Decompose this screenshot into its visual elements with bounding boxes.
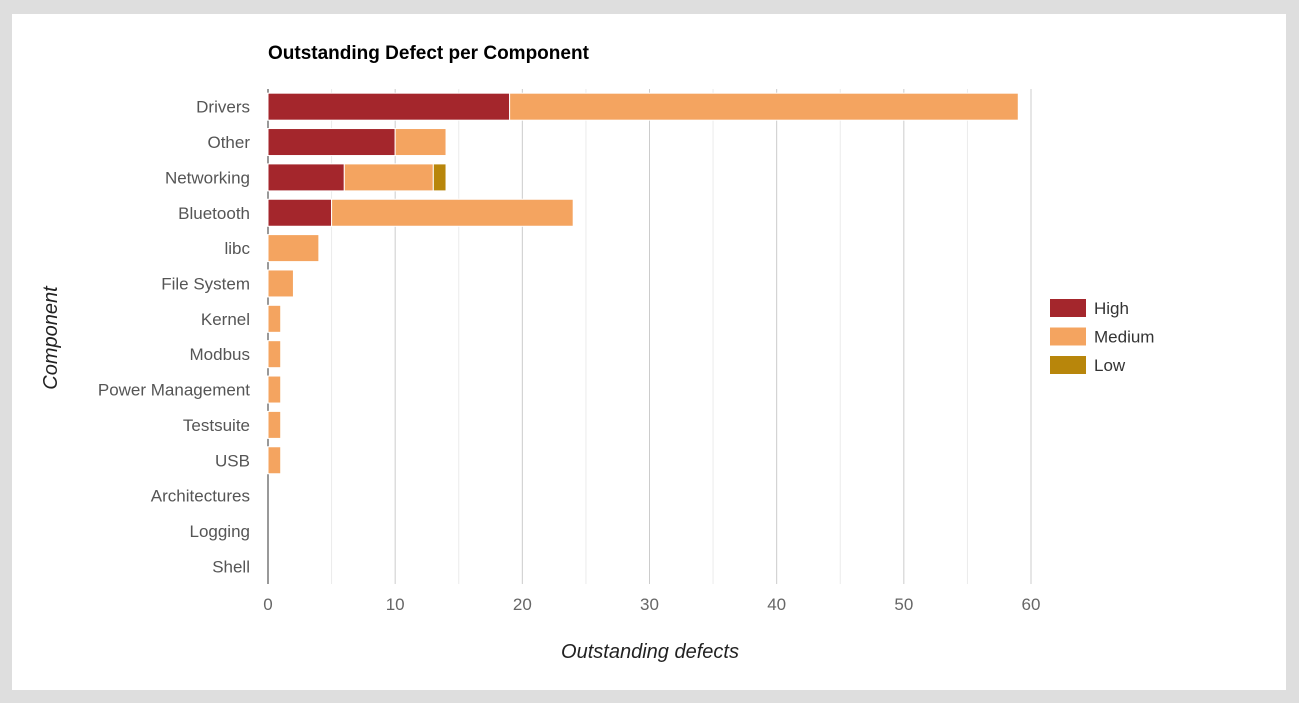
x-tick-label: 50 <box>894 595 913 614</box>
bar-segment-low[interactable] <box>432 163 447 192</box>
y-category-label: USB <box>215 451 250 470</box>
grid-lines <box>267 89 1032 584</box>
y-category-label: libc <box>224 239 250 258</box>
x-tick-label: 30 <box>640 595 659 614</box>
y-category-label: Shell <box>212 557 250 576</box>
y-category-label: Power Management <box>98 381 250 400</box>
bar-segment-medium[interactable] <box>267 304 282 333</box>
bars <box>267 92 1019 475</box>
legend-label-low[interactable]: Low <box>1094 356 1126 375</box>
legend-swatch-high <box>1050 299 1086 317</box>
x-tick-label: 0 <box>263 595 272 614</box>
bar-segment-medium[interactable] <box>267 410 282 439</box>
bar-segment-high[interactable] <box>267 163 345 192</box>
bar-segment-high[interactable] <box>267 128 396 157</box>
legend-swatch-medium <box>1050 327 1086 346</box>
x-tick-label: 10 <box>386 595 405 614</box>
y-category-label: File System <box>161 274 250 293</box>
y-axis-title: Component <box>40 285 62 390</box>
bar-segment-medium[interactable] <box>267 446 282 475</box>
y-category-label: Modbus <box>190 345 250 364</box>
bar-segment-medium[interactable] <box>343 163 434 192</box>
y-category-label: Logging <box>189 522 250 541</box>
y-category-label: Kernel <box>201 310 250 329</box>
legend-label-medium[interactable]: Medium <box>1094 328 1154 347</box>
bar-segment-medium[interactable] <box>509 92 1019 121</box>
bar-segment-high[interactable] <box>267 198 333 227</box>
x-axis-title: Outstanding defects <box>561 641 739 663</box>
x-tick-label: 40 <box>767 595 786 614</box>
x-tick-label: 60 <box>1022 595 1041 614</box>
y-category-label: Testsuite <box>183 416 250 435</box>
legend-label-high[interactable]: High <box>1094 299 1129 318</box>
y-category-label: Architectures <box>151 487 250 506</box>
bar-segment-medium[interactable] <box>394 128 447 157</box>
bar-segment-high[interactable] <box>267 92 511 121</box>
y-category-label: Networking <box>165 168 250 187</box>
legend-swatch-low <box>1050 356 1086 374</box>
legend: High Medium Low <box>1050 299 1154 375</box>
x-tick-label: 20 <box>513 595 532 614</box>
bar-segment-medium[interactable] <box>331 198 574 227</box>
labels: 0 10 20 30 40 50 60 Drivers Other Networking Bluet… <box>98 98 1041 614</box>
bar-segment-medium[interactable] <box>267 375 282 404</box>
y-category-label: Bluetooth <box>178 204 250 223</box>
bar-segment-medium[interactable] <box>267 340 282 369</box>
y-category-label: Drivers <box>196 98 250 117</box>
bar-segment-medium[interactable] <box>267 269 294 298</box>
y-category-label: Other <box>207 133 250 152</box>
bar-segment-medium[interactable] <box>267 234 320 263</box>
chart-title: Outstanding Defect per Component <box>268 43 590 64</box>
